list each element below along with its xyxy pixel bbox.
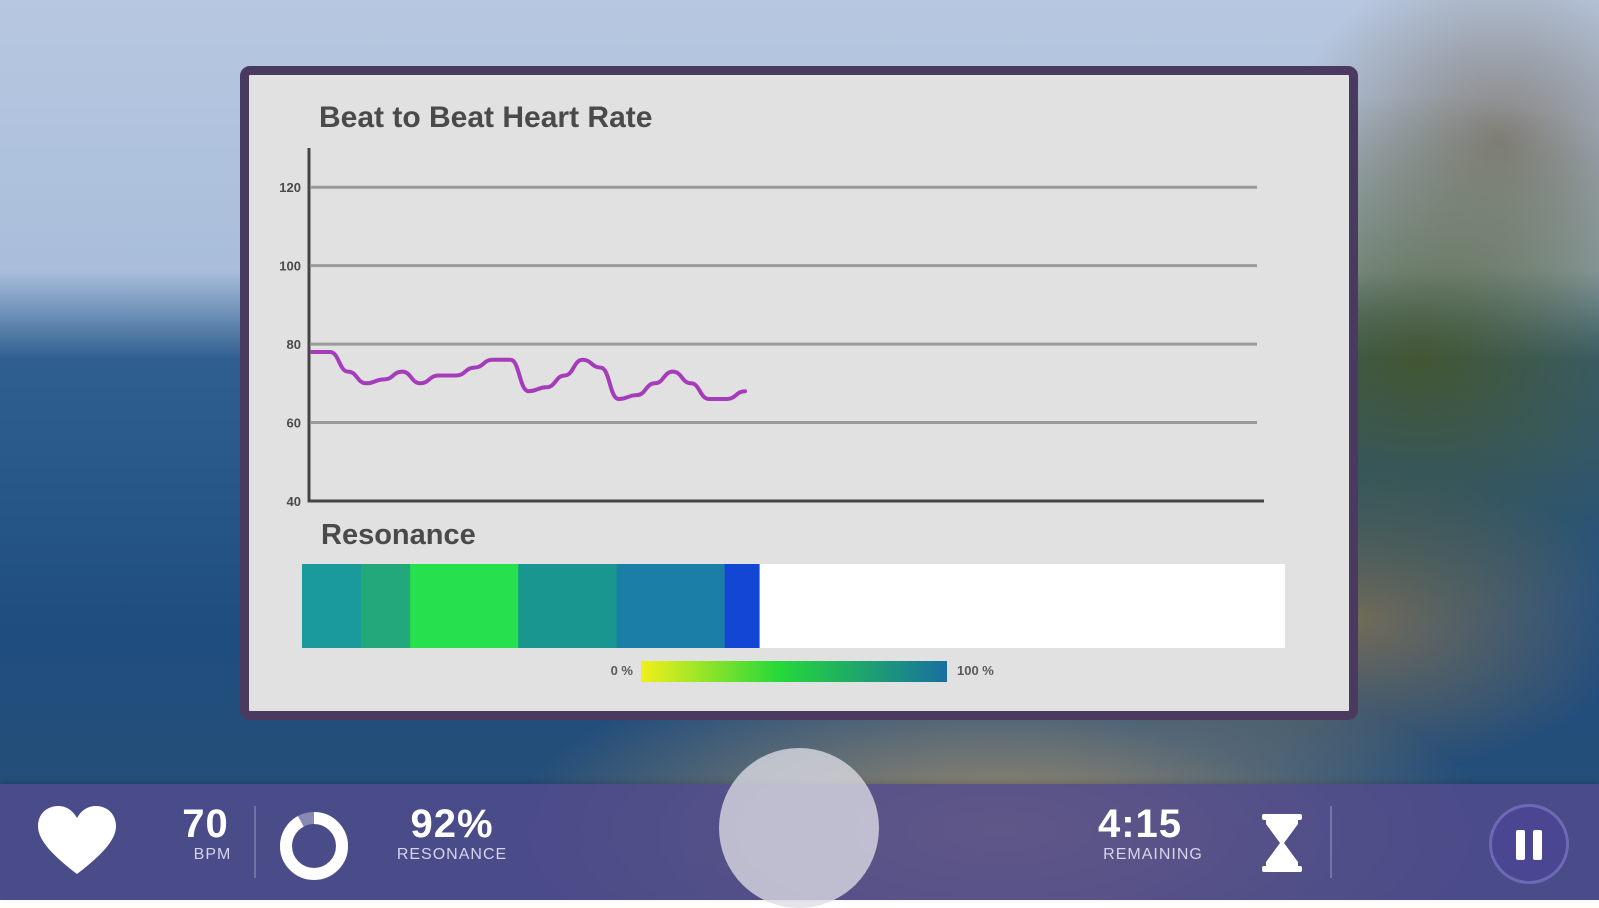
center-action-button[interactable] — [719, 748, 879, 908]
heart-icon — [38, 806, 116, 874]
hourglass-icon — [1262, 814, 1302, 872]
bpm-value: 70 — [182, 802, 229, 846]
pause-icon — [1516, 830, 1525, 860]
time-label: REMAINING — [1103, 846, 1203, 863]
resonance-label: RESONANCE — [396, 846, 508, 863]
resonance-segment — [302, 564, 362, 648]
legend-max-label: 100 % — [957, 663, 994, 678]
resonance-legend-gradient — [641, 661, 947, 682]
y-tick-label: 40 — [287, 494, 301, 509]
heart-rate-panel: Beat to Beat Heart Rate 120 100 80 60 40 Res… — [240, 66, 1358, 720]
resonance-segment — [518, 564, 618, 648]
divider — [254, 806, 256, 878]
time-stat: 4:15 REMAINING — [1088, 802, 1218, 864]
pause-button[interactable] — [1489, 804, 1569, 884]
status-bar: 70 BPM 92% RESONANCE 4:15 REMAINING — [0, 748, 1599, 908]
heart-rate-chart: Beat to Beat Heart Rate 120 100 80 60 40 Res… — [279, 101, 1285, 682]
y-tick-label: 80 — [287, 337, 301, 352]
resonance-segment — [361, 564, 411, 648]
resonance-stat: 92% RESONANCE — [382, 802, 522, 864]
y-tick-label: 60 — [287, 416, 301, 431]
heart-rate-line — [310, 350, 747, 401]
legend-min-label: 0 % — [611, 663, 634, 678]
y-tick-label: 120 — [279, 180, 301, 195]
bpm-stat: 70 BPM — [168, 802, 243, 864]
resonance-ring-icon — [280, 812, 348, 880]
bpm-label: BPM — [193, 846, 232, 863]
time-value: 4:15 — [1097, 802, 1183, 846]
resonance-value: 92% — [410, 802, 494, 846]
resonance-segment — [410, 564, 519, 648]
resonance-segment — [616, 564, 726, 648]
y-tick-label: 100 — [279, 259, 301, 274]
resonance-title: Resonance — [321, 519, 476, 551]
resonance-segment — [724, 564, 760, 648]
pause-icon — [1533, 830, 1542, 860]
divider — [1330, 806, 1332, 878]
chart-title: Beat to Beat Heart Rate — [319, 101, 652, 134]
chart-axes — [307, 148, 1264, 503]
